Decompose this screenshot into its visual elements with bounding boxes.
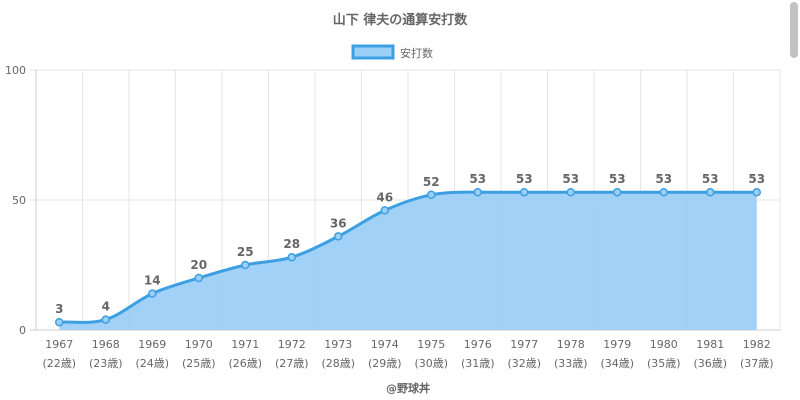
x-tick-sublabel: (25歳) xyxy=(182,357,216,370)
plot-area xyxy=(59,190,757,330)
x-tick-label: 1973 xyxy=(324,338,352,351)
data-point[interactable] xyxy=(520,187,529,197)
data-point[interactable] xyxy=(613,187,622,197)
x-tick-label: 1975 xyxy=(417,338,445,351)
data-label: 28 xyxy=(283,237,300,251)
y-tick-label: 50 xyxy=(12,194,26,207)
data-point[interactable] xyxy=(194,273,203,283)
x-tick-label: 1979 xyxy=(603,338,631,351)
data-point[interactable] xyxy=(380,206,389,215)
data-point[interactable] xyxy=(148,289,157,298)
x-tick-label: 1970 xyxy=(185,338,213,351)
data-point[interactable] xyxy=(287,252,296,262)
data-label: 53 xyxy=(748,172,765,186)
x-tick-sublabel: (31歳) xyxy=(461,357,495,370)
data-point[interactable] xyxy=(241,260,250,270)
x-tick-sublabel: (29歳) xyxy=(368,357,402,370)
x-tick-label: 1980 xyxy=(650,338,678,351)
credit-label: @野球丼 xyxy=(386,381,430,395)
data-point[interactable] xyxy=(659,187,668,197)
x-tick-label: 1967 xyxy=(45,338,73,351)
x-tick-label: 1981 xyxy=(696,338,724,351)
legend-label: 安打数 xyxy=(400,46,433,60)
y-tick-label: 100 xyxy=(5,64,26,77)
data-point[interactable] xyxy=(566,187,575,197)
data-label: 53 xyxy=(702,172,719,186)
x-tick-sublabel: (36歳) xyxy=(693,357,727,370)
x-tick-sublabel: (33歳) xyxy=(554,357,588,370)
legend-swatch xyxy=(351,44,395,60)
data-point[interactable] xyxy=(334,232,343,241)
x-tick-label: 1976 xyxy=(464,338,492,351)
x-tick-sublabel: (35歳) xyxy=(647,357,681,370)
data-label: 52 xyxy=(423,175,440,189)
x-tick-label: 1968 xyxy=(92,338,120,351)
series-area xyxy=(59,192,757,330)
data-label: 53 xyxy=(516,172,533,186)
x-tick-sublabel: (30歳) xyxy=(414,357,448,370)
x-tick-label: 1971 xyxy=(231,338,259,351)
data-point[interactable] xyxy=(473,187,482,197)
data-label: 3 xyxy=(55,302,63,316)
data-label: 20 xyxy=(190,258,207,272)
series-line xyxy=(59,190,757,324)
data-label: 53 xyxy=(562,172,579,186)
x-tick-sublabel: (22歳) xyxy=(42,357,76,370)
x-tick-label: 1972 xyxy=(278,338,306,351)
data-point[interactable] xyxy=(55,317,64,327)
y-tick-label: 0 xyxy=(19,324,26,337)
legend[interactable]: 安打数 xyxy=(351,44,433,60)
chart-title: 山下 律夫の通算安打数 xyxy=(333,12,469,28)
x-tick-sublabel: (32歳) xyxy=(507,357,541,370)
data-point[interactable] xyxy=(752,187,761,197)
data-label: 25 xyxy=(237,245,254,259)
data-labels: 3 4 14 20 25 28 36 46 52 53 53 53 53 53 53 53 xyxy=(55,172,765,316)
data-point[interactable] xyxy=(101,315,110,324)
x-tick-sublabel: (23歳) xyxy=(89,357,123,370)
x-tick-label: 1977 xyxy=(510,338,538,351)
x-tick-sublabel: (28歳) xyxy=(321,357,355,370)
data-point[interactable] xyxy=(706,187,715,197)
x-tick-label: 1978 xyxy=(557,338,585,351)
data-label: 53 xyxy=(469,172,486,186)
data-label: 4 xyxy=(102,300,110,314)
x-tick-sublabel: (26歳) xyxy=(228,357,262,370)
x-tick-label: 1982 xyxy=(743,338,771,351)
data-label: 46 xyxy=(376,190,393,204)
data-label: 53 xyxy=(655,172,672,186)
data-label: 14 xyxy=(144,274,161,288)
x-tick-label: 1974 xyxy=(371,338,399,351)
x-tick-label: 1969 xyxy=(138,338,166,351)
data-label: 53 xyxy=(609,172,626,186)
x-tick-sublabel: (27歳) xyxy=(275,357,309,370)
axes: 0 50 100 1967 (22歳) 1968 (23歳) 1969 (24歳) 1970 (25… xyxy=(5,64,774,370)
data-point[interactable] xyxy=(427,190,436,200)
x-tick-sublabel: (34歳) xyxy=(600,357,634,370)
scrollbar[interactable] xyxy=(790,2,798,58)
x-tick-sublabel: (24歳) xyxy=(135,357,169,370)
data-points xyxy=(55,187,761,327)
data-label: 36 xyxy=(330,216,347,230)
x-tick-sublabel: (37歳) xyxy=(740,357,774,370)
